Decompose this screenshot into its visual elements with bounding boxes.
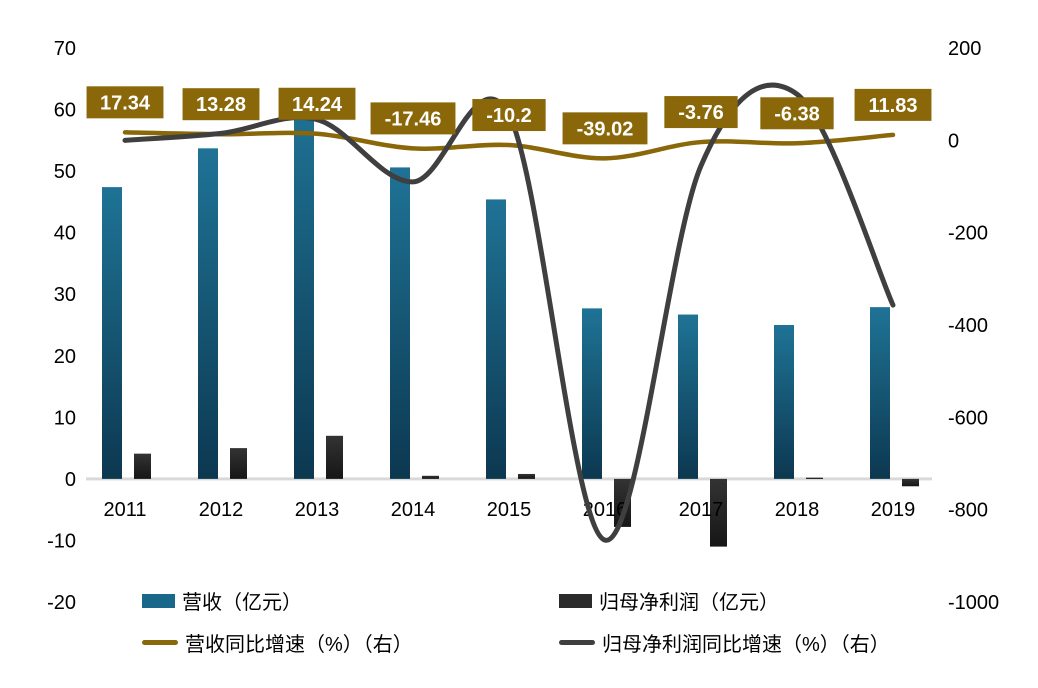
data-label-value-2012: 13.28 [196,94,246,116]
bar-net-profit-2011 [134,453,151,479]
legend-label-net-profit-growth: 归母净利润同比增速（%）（右） [602,634,890,656]
x-tick-label-2017: 2017 [679,499,724,521]
bar-net-profit-2017 [710,478,727,547]
revenue-growth-line [122,130,896,161]
right-axis-tick--800: -800 [948,500,988,522]
left-axis-tick-10: 10 [54,407,76,429]
net-profit-bar-swatch [559,593,592,608]
data-label-value-2019: 11.83 [869,95,918,117]
left-axis-tick-40: 40 [54,223,76,245]
data-label-box-2011 [86,86,164,119]
legend-item-net-profit-growth: 归母净利润同比增速（%）（右） [559,628,890,657]
x-tick-label-2018: 2018 [775,499,820,521]
data-label-value-2013: 14.24 [292,94,343,116]
right-axis-tick--600: -600 [948,407,988,429]
revenue-growth-line-swatch [142,640,178,645]
bar-net-profit-2014 [422,475,439,479]
data-label-value-2016: -39.02 [577,118,634,140]
bar-net-profit-2019 [902,478,919,487]
x-tick-label-2012: 2012 [199,499,244,521]
left-axis-tick-50: 50 [54,161,76,183]
legend-item-revenue: 营收（亿元） [142,586,302,615]
left-axis-tick-30: 30 [54,284,76,306]
bar-revenue-2017 [678,314,698,479]
bar-revenue-2016 [582,308,602,479]
right-axis-tick--200: -200 [948,223,988,245]
bar-revenue-2014 [390,167,410,479]
bar-revenue-2018 [774,325,794,479]
left-axis-tick-60: 60 [54,100,76,122]
data-label-value-2011: 17.34 [100,92,151,114]
left-axis-tick-20: 20 [54,346,76,368]
bar-net-profit-2012 [230,448,247,479]
legend-item-net-profit: 归母净利润（亿元） [559,586,779,615]
bar-revenue-2011 [102,187,122,479]
legend-label-revenue: 营收（亿元） [182,592,302,614]
legend-item-revenue-growth: 营收同比增速（%）（右） [142,628,413,657]
legend-label-revenue-growth: 营收同比增速（%）（右） [185,634,413,656]
data-label-box-2012 [182,88,260,121]
revenue-bar-swatch [142,593,175,608]
bar-net-profit-2018 [806,477,823,479]
right-axis-tick--400: -400 [948,315,988,337]
x-tick-label-2014: 2014 [391,499,436,521]
net-profit-growth-line-swatch [559,640,595,645]
x-tick-label-2011: 2011 [103,499,146,521]
data-label-box-2014 [370,102,456,135]
x-tick-label-2015: 2015 [487,499,532,521]
bar-revenue-2013 [294,101,314,479]
bar-net-profit-2013 [326,435,343,479]
left-axis-tick--20: -20 [47,592,76,614]
right-axis-tick--1000: -1000 [948,592,999,614]
x-tick-label-2013: 2013 [295,499,340,521]
data-label-box-2019 [854,88,932,121]
bar-revenue-2015 [486,199,506,479]
data-label-box-2018 [760,97,834,130]
bar-net-profit-2015 [518,473,535,479]
legend-label-net-profit: 归母净利润（亿元） [599,592,779,614]
data-label-box-2016 [562,112,648,145]
left-axis-tick-0: 0 [65,469,76,491]
data-label-value-2014: -17.46 [385,108,442,130]
data-label-box-2013 [278,87,356,120]
data-label-value-2017: -3.76 [678,102,724,124]
x-tick-label-2016: 2016 [583,499,628,521]
bar-revenue-2012 [198,148,218,479]
data-label-box-2015 [472,99,546,132]
data-label-value-2015: -10.2 [486,105,532,127]
data-label-box-2017 [664,96,738,129]
right-axis-tick-0: 0 [948,130,959,152]
right-axis-tick-200: 200 [948,38,981,60]
bar-net-profit-2016 [614,478,631,527]
bar-revenue-2019 [870,307,890,479]
left-axis-tick-70: 70 [54,38,76,60]
x-tick-label-2019: 2019 [871,499,916,521]
left-axis-tick--10: -10 [47,530,76,552]
data-label-value-2018: -6.38 [774,103,820,125]
